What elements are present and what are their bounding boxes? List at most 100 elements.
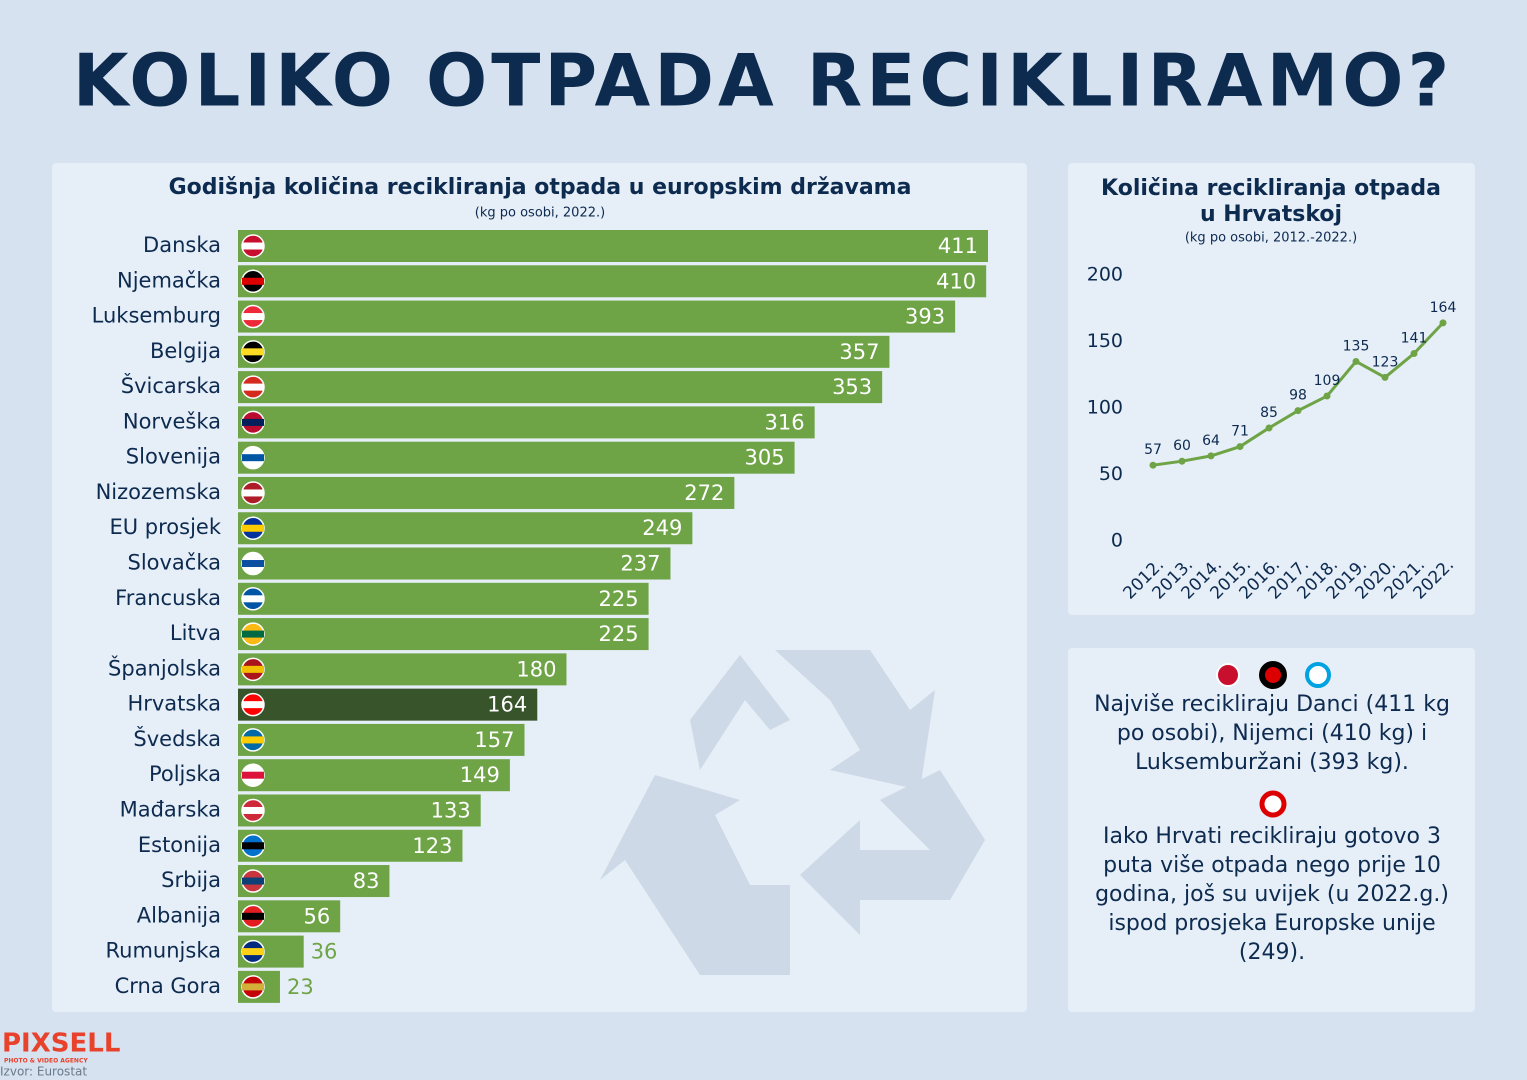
- flag-stripe: [242, 630, 264, 638]
- bar: [238, 759, 510, 792]
- flag: [1259, 790, 1287, 818]
- page-title: KOLIKO OTPADA RECIKLIRAMO?: [73, 39, 1454, 123]
- flag-stripe: [242, 242, 264, 250]
- point: [1178, 457, 1186, 465]
- flag-stripe: [242, 524, 264, 532]
- flag-stripe: [242, 665, 264, 673]
- point: [1323, 392, 1331, 400]
- value-label: 157: [474, 728, 514, 752]
- flag: [241, 234, 265, 258]
- flag: [241, 869, 265, 893]
- value-label: 83: [353, 869, 380, 893]
- point: [1352, 357, 1360, 365]
- bar: [238, 688, 538, 721]
- line-panel: [1068, 163, 1475, 615]
- bar: [238, 335, 890, 368]
- value-label: 305: [744, 446, 784, 470]
- value-label: 180: [516, 657, 556, 681]
- point: [1410, 349, 1418, 357]
- bar-title: Godišnja količina recikliranja otpada u …: [169, 175, 912, 200]
- point: [1149, 461, 1157, 469]
- value-label: 410: [936, 269, 976, 293]
- category-label: Litva: [170, 621, 221, 645]
- value-label: 141: [1401, 330, 1428, 346]
- flag-stripe: [242, 983, 264, 991]
- bar-subtitle: (kg po osobi, 2022.): [475, 206, 605, 221]
- value-label: 71: [1231, 424, 1249, 440]
- value-label: 164: [487, 693, 527, 717]
- flag: [241, 657, 265, 682]
- bar: [238, 653, 567, 686]
- value-label: 353: [832, 375, 872, 399]
- flag: [1259, 661, 1287, 689]
- bar: [238, 618, 649, 651]
- flag: [241, 516, 265, 540]
- flag-stripe: [242, 948, 264, 956]
- value-label: 57: [1144, 442, 1162, 458]
- flag: [241, 304, 265, 329]
- flag: [1305, 662, 1331, 688]
- category-label: Belgija: [150, 339, 221, 363]
- note-text: Najviše recikliraju Danci (411 kg po oso…: [1094, 692, 1450, 775]
- value-label: 56: [303, 904, 330, 928]
- category-label: Slovenija: [126, 445, 221, 469]
- line-title: Količina recikliranja otpada: [1101, 176, 1441, 201]
- y-tick-label: 200: [1087, 264, 1123, 286]
- category-label: Mađarska: [120, 797, 221, 821]
- category-label: Švedska: [133, 726, 221, 751]
- bar: [238, 476, 735, 509]
- category-label: Danska: [143, 233, 221, 257]
- y-tick-label: 150: [1087, 330, 1123, 352]
- value-label: 411: [938, 234, 978, 258]
- logo-name: PIXSELL: [2, 1029, 120, 1059]
- bar: [238, 441, 795, 474]
- category-label: Crna Gora: [115, 974, 221, 998]
- bar: [238, 371, 883, 404]
- value-label: 357: [839, 340, 879, 364]
- flag-stripe: [242, 454, 264, 462]
- logo-tagline: PHOTO & VIDEO AGENCY: [4, 1058, 88, 1065]
- bar: [238, 406, 815, 439]
- category-label: Luksemburg: [92, 304, 221, 328]
- category-label: Estonija: [138, 833, 221, 857]
- y-tick-label: 0: [1111, 530, 1123, 552]
- flag: [241, 798, 265, 823]
- line-subtitle: (kg po osobi, 2012.-2022.): [1185, 231, 1357, 246]
- recycle-arrow: [690, 655, 790, 770]
- value-label: 60: [1173, 438, 1191, 454]
- flag: [241, 375, 265, 399]
- category-label: Španjolska: [108, 655, 221, 680]
- value-label: 272: [684, 481, 724, 505]
- flag-stripe: [242, 313, 264, 321]
- value-label: 123: [1372, 354, 1399, 370]
- category-label: Albanija: [137, 903, 221, 927]
- source: Izvor: Eurostat: [0, 1065, 87, 1079]
- point: [1294, 407, 1302, 415]
- flag: [241, 904, 265, 929]
- flag-stripe: [242, 912, 264, 920]
- note-text: Iako Hrvati recikliraju gotovo 3 puta vi…: [1095, 824, 1449, 965]
- value-label: 109: [1314, 373, 1341, 389]
- value-label: 64: [1202, 433, 1220, 449]
- y-tick-label: 50: [1099, 463, 1123, 485]
- category-label: Srbija: [161, 868, 221, 892]
- value-label: 316: [765, 410, 805, 434]
- flag: [241, 551, 265, 576]
- value-label: 249: [642, 516, 682, 540]
- flag: [241, 410, 265, 435]
- flag-stripe: [242, 383, 264, 391]
- flag: [241, 481, 265, 505]
- category-label: Norveška: [123, 409, 221, 433]
- value-label: 123: [412, 834, 452, 858]
- flag: [241, 763, 265, 787]
- flag-stripe: [242, 806, 264, 814]
- category-label: Nizozemska: [96, 480, 221, 504]
- point: [1265, 424, 1273, 432]
- bar: [238, 230, 988, 262]
- flag: [241, 445, 265, 470]
- flag-stripe: [242, 877, 264, 885]
- flag-stripe: [242, 560, 264, 568]
- flag-stripe: [242, 595, 264, 603]
